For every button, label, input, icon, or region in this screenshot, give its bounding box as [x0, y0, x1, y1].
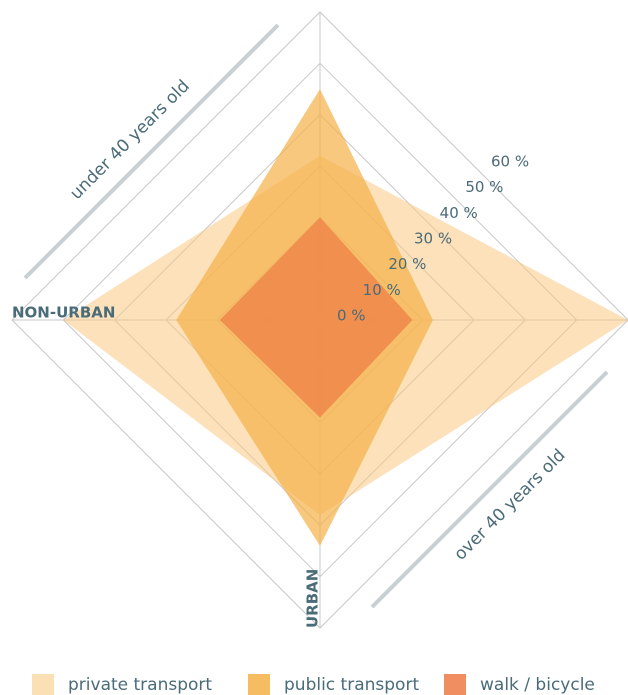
areas [63, 89, 628, 546]
annotation-rule [370, 370, 609, 609]
tick-label: 10 % [363, 281, 401, 299]
legend-label: private transport [68, 675, 212, 695]
radar-area [219, 217, 413, 418]
grid-ring [62, 62, 578, 578]
grid-ring [11, 11, 628, 629]
tick-label: 60 % [491, 153, 529, 171]
legend-swatch [248, 674, 270, 695]
legend-label: public transport [284, 675, 419, 695]
labels: 0 % 10 % 20 % 30 % 40 % 50 % 60 % URBAN NON-URBA… [12, 153, 529, 629]
category-label: NON-URBAN [12, 304, 115, 322]
tick-label: 40 % [440, 204, 478, 222]
legend: private transport public transport walk / … [32, 674, 595, 695]
annotation: over 40 years old [450, 445, 569, 564]
legend-swatch [32, 674, 54, 695]
tick-label: 50 % [465, 178, 503, 196]
tick-label: 0 % [337, 307, 366, 325]
legend-label: walk / bicycle [480, 675, 595, 695]
tick-label: 20 % [388, 255, 426, 273]
annotation: under 40 years old [66, 76, 194, 204]
legend-swatch [444, 674, 466, 695]
annotation-rule [23, 23, 280, 280]
category-label: URBAN [304, 569, 322, 628]
tick-label: 30 % [414, 230, 452, 248]
